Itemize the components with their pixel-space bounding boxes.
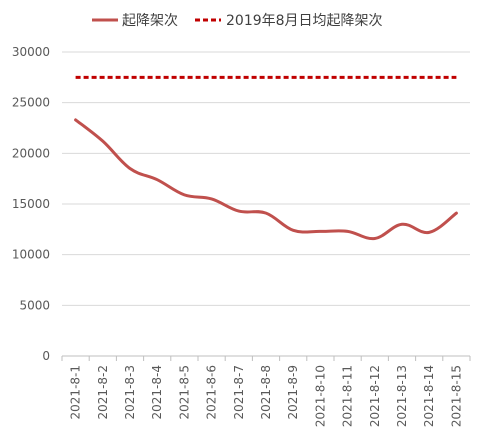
x-tick-label: 2021-8-4 (150, 365, 164, 419)
series (74, 75, 458, 241)
y-tick-label: 0 (42, 349, 50, 363)
legend-item-2: 2019年8月日均起降架次 (195, 13, 383, 29)
x-tick-label: 2021-8-10 (313, 365, 327, 427)
x-tick-label: 2021-8-9 (286, 365, 300, 419)
legend-label-1: 起降架次 (122, 13, 178, 29)
x-tick-label: 2021-8-8 (259, 365, 273, 419)
y-tick-label: 30000 (12, 45, 50, 59)
y-tick-label: 10000 (12, 248, 50, 262)
legend: 起降架次 2019年8月日均起降架次 (92, 13, 383, 29)
series-line-1 (74, 118, 458, 241)
x-tick-label: 2021-8-2 (96, 365, 110, 419)
gridlines (62, 51, 470, 306)
axes: 0 5000 10000 15000 20000 25000 30000 2021-8-1 20… (12, 45, 471, 427)
x-tick-label: 2021-8-15 (449, 365, 463, 427)
y-tick-label: 20000 (12, 146, 50, 160)
x-tick-label: 2021-8-14 (422, 365, 436, 427)
x-tick-label: 2021-8-6 (205, 365, 219, 419)
y-tick-label: 5000 (19, 298, 50, 312)
x-tick-label: 2021-8-12 (368, 365, 382, 427)
y-tick-label: 15000 (12, 197, 50, 211)
x-tick-label: 2021-8-11 (341, 365, 355, 427)
legend-item-1: 起降架次 (92, 13, 178, 29)
x-tick-label: 2021-8-5 (177, 365, 191, 419)
x-tick-label: 2021-8-13 (395, 365, 409, 427)
x-tick-label: 2021-8-3 (123, 365, 137, 419)
legend-label-2: 2019年8月日均起降架次 (226, 13, 383, 29)
y-tick-label: 25000 (12, 96, 50, 110)
x-tick-label: 2021-8-1 (69, 365, 83, 419)
x-tick-label: 2021-8-7 (232, 365, 246, 419)
